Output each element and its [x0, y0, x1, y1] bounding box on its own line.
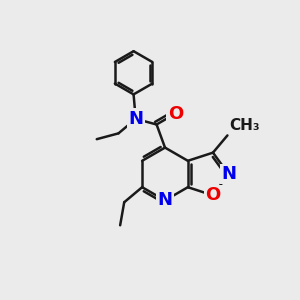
Text: O: O — [205, 186, 220, 204]
Text: N: N — [128, 110, 143, 128]
Text: N: N — [221, 165, 236, 183]
Text: O: O — [168, 105, 183, 123]
Text: CH₃: CH₃ — [229, 118, 260, 133]
Text: N: N — [158, 191, 172, 209]
